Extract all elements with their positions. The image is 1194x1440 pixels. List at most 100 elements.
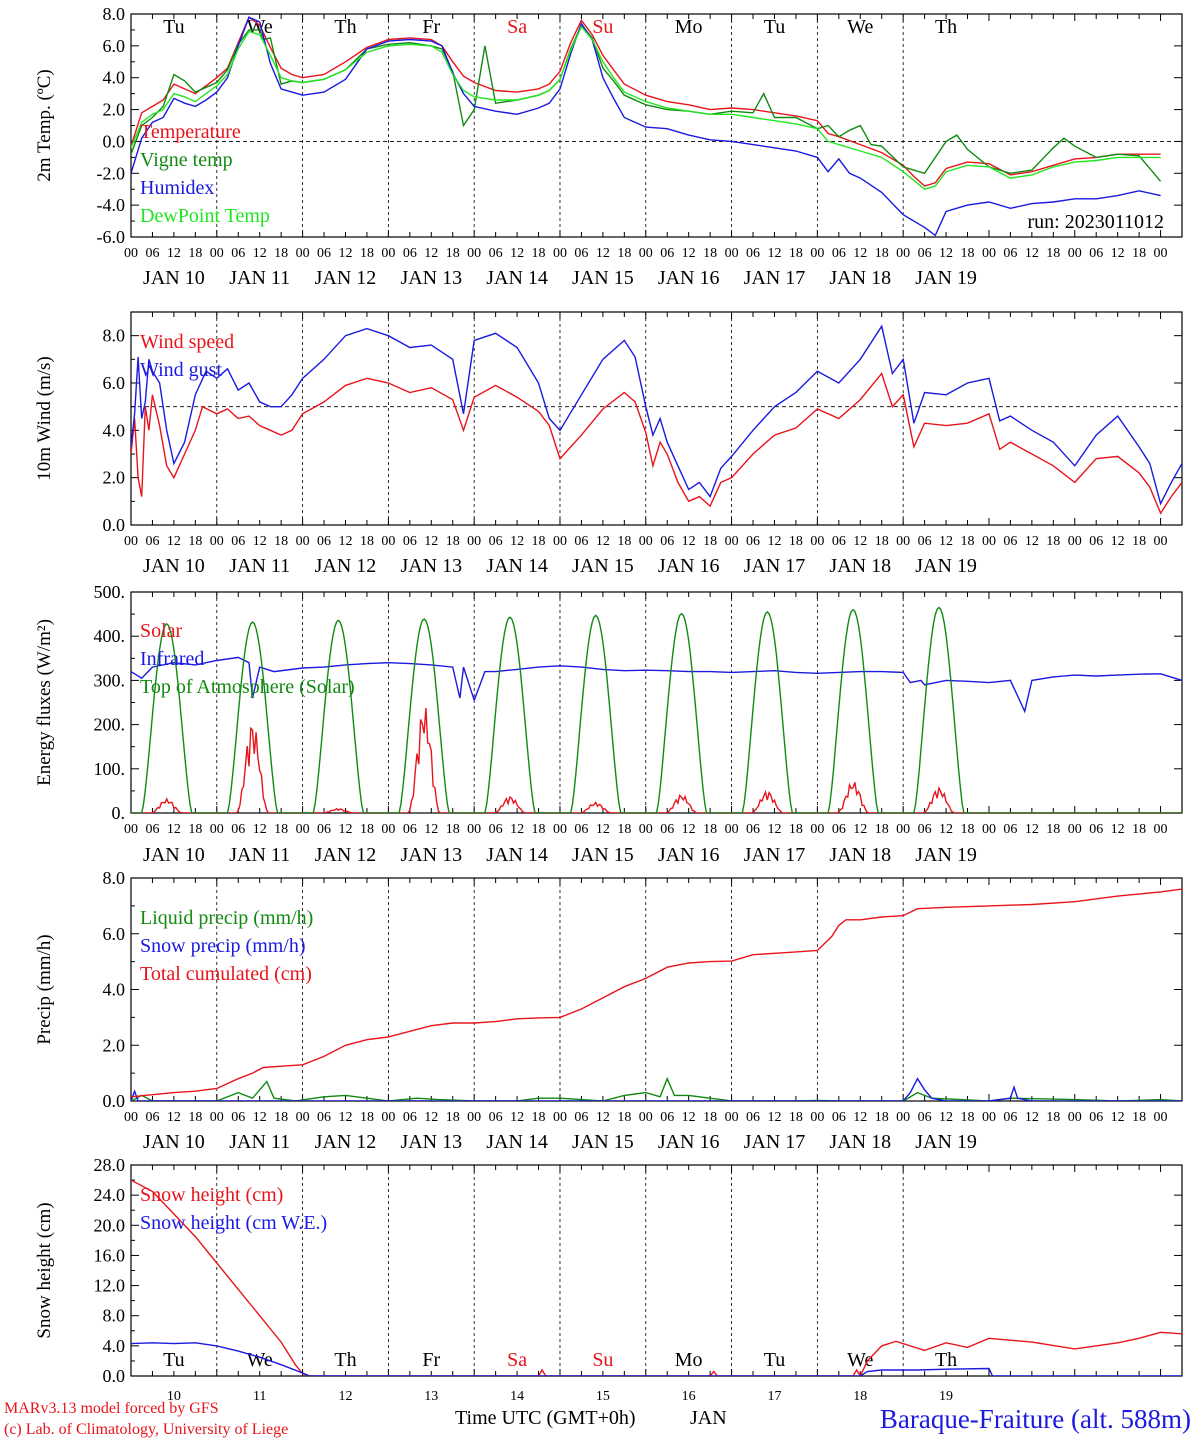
hour-tick-label: 00 bbox=[639, 1110, 653, 1125]
hour-tick-label: 00 bbox=[553, 246, 567, 261]
date-label: JAN 13 bbox=[400, 555, 462, 577]
hour-tick-label: 12 bbox=[596, 822, 610, 837]
hour-tick-label: 12 bbox=[767, 822, 781, 837]
panel-wind: 0.0 2.0 4.0 6.0 8.0 10m Wind (m/s) 00 06 12 18 00 0… bbox=[34, 311, 1183, 577]
hour-tick-label: 06 bbox=[660, 822, 674, 837]
weekday-label: Tu bbox=[764, 16, 786, 38]
hour-tick-label: 12 bbox=[853, 822, 867, 837]
weekday-label: Tu bbox=[764, 1349, 786, 1371]
hour-tick-label: 06 bbox=[1003, 822, 1017, 837]
legend-entry: Snow height (cm W.E.) bbox=[140, 1212, 327, 1234]
hour-tick-label: 18 bbox=[188, 534, 202, 549]
hour-tick-label: 18 bbox=[532, 246, 546, 261]
date-label: JAN 10 bbox=[143, 1131, 205, 1153]
panels: -6.0 -4.0 -2.0 0.0 2.0 4.0 6.0 8.0 2m Temp. (ºC)… bbox=[34, 4, 1183, 1404]
hour-tick-label: 06 bbox=[145, 246, 159, 261]
hour-tick-label: 00 bbox=[896, 1110, 910, 1125]
day-number-label: 11 bbox=[253, 1389, 266, 1404]
legend-entry: Infrared bbox=[140, 648, 204, 670]
weekday-label: Fr bbox=[422, 16, 440, 38]
date-label: JAN 16 bbox=[658, 267, 720, 289]
hour-tick-label: 12 bbox=[1111, 822, 1125, 837]
hour-tick-label: 00 bbox=[381, 1110, 395, 1125]
legend-entry: Top of Atmosphere (Solar) bbox=[140, 676, 355, 698]
series-line bbox=[131, 1077, 1182, 1101]
hour-tick-label: 12 bbox=[510, 534, 524, 549]
legend-entry: Total cumulated (cm) bbox=[140, 963, 312, 985]
hour-tick-label: 12 bbox=[253, 534, 267, 549]
hour-tick-label: 12 bbox=[253, 822, 267, 837]
day-number-label: 15 bbox=[596, 1389, 610, 1404]
weekday-label: Th bbox=[334, 16, 356, 38]
hour-tick-label: 00 bbox=[210, 246, 224, 261]
y-tick-label: 8.0 bbox=[103, 1306, 126, 1326]
hour-tick-label: 00 bbox=[639, 246, 653, 261]
y-tick-label: 2.0 bbox=[103, 1035, 126, 1055]
hour-tick-label: 06 bbox=[746, 822, 760, 837]
weekday-label: Su bbox=[592, 1349, 613, 1371]
hour-tick-label: 06 bbox=[746, 1110, 760, 1125]
hour-tick-label: 00 bbox=[1068, 1110, 1082, 1125]
legend-entry: Temperature bbox=[140, 121, 241, 143]
hour-tick-label: 18 bbox=[789, 246, 803, 261]
weekday-label: Mo bbox=[675, 1349, 703, 1371]
day-number-label: 18 bbox=[853, 1389, 867, 1404]
month-label: JAN bbox=[690, 1407, 727, 1429]
hour-tick-label: 18 bbox=[617, 1110, 631, 1125]
hour-tick-label: 00 bbox=[1154, 822, 1168, 837]
hour-tick-label: 06 bbox=[231, 822, 245, 837]
hour-tick-label: 00 bbox=[553, 822, 567, 837]
hour-tick-label: 18 bbox=[703, 1110, 717, 1125]
hour-tick-label: 12 bbox=[682, 1110, 696, 1125]
hour-tick-label: 00 bbox=[1154, 1110, 1168, 1125]
hour-tick-label: 06 bbox=[832, 246, 846, 261]
hour-tick-label: 00 bbox=[810, 534, 824, 549]
y-tick-label: 4.0 bbox=[103, 1336, 126, 1356]
y-tick-label: -2.0 bbox=[97, 163, 126, 183]
hour-tick-label: 06 bbox=[660, 246, 674, 261]
date-label: JAN 17 bbox=[744, 267, 806, 289]
hour-tick-label: 06 bbox=[574, 822, 588, 837]
hour-tick-label: 12 bbox=[682, 822, 696, 837]
date-label: JAN 15 bbox=[572, 555, 634, 577]
hour-tick-label: 06 bbox=[1003, 534, 1017, 549]
hour-tick-label: 06 bbox=[489, 1110, 503, 1125]
hour-tick-label: 00 bbox=[124, 246, 138, 261]
hour-tick-label: 06 bbox=[317, 1110, 331, 1125]
hour-tick-label: 18 bbox=[1132, 822, 1146, 837]
hour-tick-label: 18 bbox=[360, 246, 374, 261]
hour-tick-label: 00 bbox=[467, 822, 481, 837]
hour-tick-label: 12 bbox=[596, 246, 610, 261]
day-number-label: 10 bbox=[167, 1389, 181, 1404]
hour-tick-label: 18 bbox=[961, 822, 975, 837]
hour-tick-label: 18 bbox=[789, 1110, 803, 1125]
hour-tick-label: 06 bbox=[317, 246, 331, 261]
hour-tick-label: 00 bbox=[1068, 246, 1082, 261]
hour-tick-label: 12 bbox=[939, 822, 953, 837]
panel-temperature: -6.0 -4.0 -2.0 0.0 2.0 4.0 6.0 8.0 2m Temp. (ºC)… bbox=[34, 4, 1183, 289]
y-tick-label: 200. bbox=[94, 715, 126, 735]
station-title: Baraque-Fraiture (alt. 588m) bbox=[880, 1404, 1191, 1434]
hour-tick-label: 06 bbox=[832, 1110, 846, 1125]
panel-energy: 0. 100. 200. 300. 400. 500. Energy fluxes (W/m… bbox=[34, 582, 1183, 866]
hour-tick-label: 12 bbox=[338, 534, 352, 549]
y-tick-label: 8.0 bbox=[103, 326, 126, 346]
hour-tick-label: 12 bbox=[682, 246, 696, 261]
hour-tick-label: 12 bbox=[1111, 534, 1125, 549]
weekday-label: Sa bbox=[507, 1349, 527, 1371]
hour-tick-label: 18 bbox=[875, 822, 889, 837]
y-tick-label: 2.0 bbox=[103, 468, 126, 488]
weekday-label: Su bbox=[592, 16, 613, 38]
y-tick-label: 100. bbox=[94, 759, 126, 779]
hour-tick-label: 00 bbox=[467, 1110, 481, 1125]
day-number-label: 12 bbox=[338, 1389, 352, 1404]
plot-frame bbox=[130, 311, 1183, 526]
weekday-label: Tu bbox=[163, 16, 185, 38]
date-label: JAN 13 bbox=[400, 1131, 462, 1153]
date-label: JAN 15 bbox=[572, 1131, 634, 1153]
hour-tick-label: 12 bbox=[682, 534, 696, 549]
series-line bbox=[131, 25, 1161, 190]
hour-tick-label: 12 bbox=[1025, 534, 1039, 549]
weekday-label: We bbox=[847, 1349, 873, 1371]
